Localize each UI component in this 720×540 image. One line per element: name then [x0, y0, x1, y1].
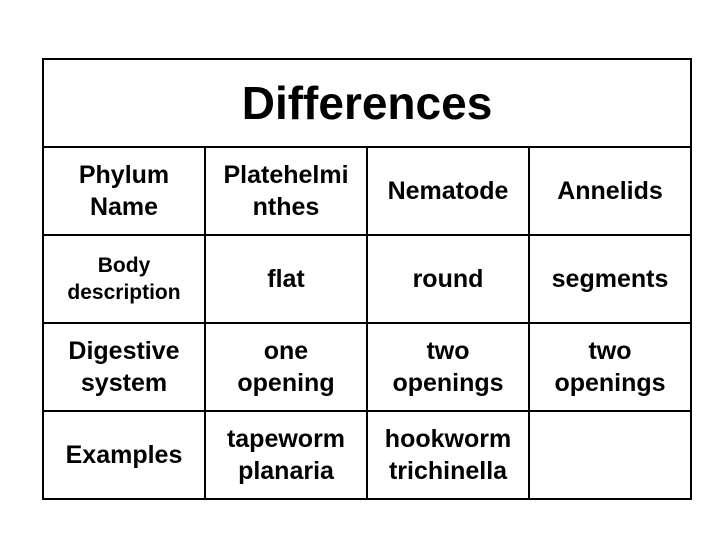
- digestive-system-label-line2: system: [80, 369, 168, 397]
- table-title: Differences: [42, 58, 692, 148]
- digestive-system-label: Digestive system: [42, 322, 206, 412]
- digestive-system-row: Digestive system one opening two opening…: [42, 322, 692, 412]
- examples-platehelminthes: tapeworm planaria: [204, 410, 368, 500]
- examples-label-text: Examples: [65, 440, 183, 469]
- digestive-annelids: two openings: [528, 322, 692, 412]
- phylum-nematode-text: Nematode: [387, 176, 509, 205]
- differences-table-container: Differences Phylum Name Platehelmi nthes…: [42, 58, 692, 500]
- body-description-label-line1: Body: [97, 253, 151, 277]
- phylum-name-label: Phylum Name: [42, 146, 206, 236]
- body-description-label-line2: description: [67, 281, 181, 304]
- examples-nematode-line2: trichinella: [388, 457, 508, 485]
- phylum-annelids-text: Annelids: [557, 176, 663, 205]
- examples-row: Examples tapeworm planaria hookworm tric…: [42, 410, 692, 500]
- differences-table: Differences Phylum Name Platehelmi nthes…: [42, 58, 692, 500]
- body-nematode-text: round: [412, 264, 484, 293]
- phylum-platehelminthes-line2: nthes: [252, 193, 320, 221]
- examples-label: Examples: [42, 410, 206, 500]
- digestive-annelids-line1: two: [588, 336, 632, 365]
- phylum-name-label-line1: Phylum: [78, 160, 170, 189]
- title-row: Differences: [42, 58, 692, 148]
- digestive-annelids-line2: openings: [554, 369, 666, 397]
- body-annelids-text: segments: [551, 264, 669, 293]
- digestive-nematode-line1: two: [426, 336, 470, 365]
- body-description-label: Body description: [42, 234, 206, 324]
- examples-nematode-line1: hookworm: [384, 424, 512, 453]
- digestive-platehelminthes-line1: one: [263, 336, 309, 365]
- digestive-nematode: two openings: [366, 322, 530, 412]
- phylum-row: Phylum Name Platehelmi nthes Nematode An…: [42, 146, 692, 236]
- table-title-text: Differences: [241, 76, 493, 129]
- body-nematode: round: [366, 234, 530, 324]
- phylum-platehelminthes-line1: Platehelmi: [223, 160, 349, 189]
- body-description-row: Body description flat round segments: [42, 234, 692, 324]
- body-annelids: segments: [528, 234, 692, 324]
- examples-platehelminthes-line2: planaria: [238, 457, 334, 485]
- examples-nematode: hookworm trichinella: [366, 410, 530, 500]
- digestive-platehelminthes: one opening: [204, 322, 368, 412]
- digestive-system-label-line1: Digestive: [68, 336, 180, 365]
- phylum-annelids: Annelids: [528, 146, 692, 236]
- phylum-nematode: Nematode: [366, 146, 530, 236]
- examples-annelids: [528, 410, 692, 500]
- digestive-platehelminthes-line2: opening: [237, 369, 335, 397]
- phylum-platehelminthes: Platehelmi nthes: [204, 146, 368, 236]
- phylum-name-label-line2: Name: [89, 193, 159, 221]
- digestive-nematode-line2: openings: [392, 369, 504, 397]
- body-platehelminthes-text: flat: [267, 264, 305, 293]
- body-platehelminthes: flat: [204, 234, 368, 324]
- examples-platehelminthes-line1: tapeworm: [226, 424, 346, 453]
